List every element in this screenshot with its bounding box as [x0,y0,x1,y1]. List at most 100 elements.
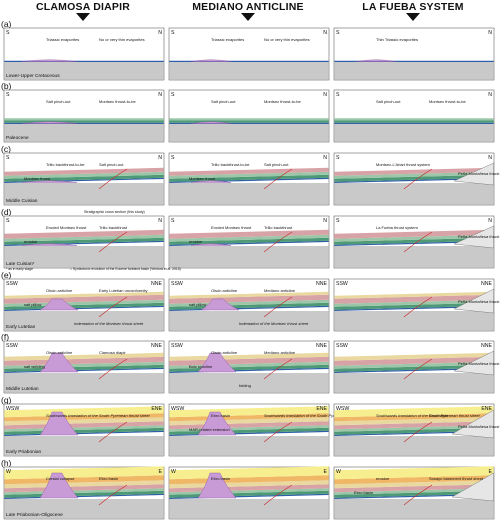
strata-layer [4,291,164,299]
direction-left: S [6,30,10,36]
direction-left: S [6,218,10,224]
direction-left: SSW [336,343,348,349]
stage-label: Middle Cuisian [6,198,38,204]
basement [4,62,164,80]
strata-layer [4,118,164,121]
annotation-label: Montsec thrust-to-be [429,99,466,104]
direction-right: N [158,155,162,161]
evaporite-lens [21,180,78,183]
direction-right: ENE [316,406,327,412]
thrust-line [98,168,128,190]
strata-layer [334,122,494,124]
strata-layer [169,171,329,179]
annotation-label: Montsec thrust-to-be [99,99,136,104]
annotation-label: Ebro basin [99,476,118,481]
thrust-line [403,421,433,443]
direction-right: N [323,30,327,36]
thrust-wedge [453,162,494,186]
strata-layer [334,299,494,307]
strata-layer [334,356,494,366]
section-panel: S N Lower-Upper Cretaceous Triassic evapori… [3,27,165,81]
strata-layer [334,229,494,239]
strata-layer [334,364,494,372]
strata-layer [334,177,494,183]
stage-label: Early Lutetian [6,324,36,330]
annotation-label: folding [239,383,251,388]
basement [334,499,494,519]
section-panel: SSW NNE Peña Montañesa thrust system [333,340,500,394]
down-arrow-icon [76,13,90,21]
annotation-label: Mediano anticline [264,350,296,355]
direction-right: N [323,155,327,161]
direction-right: N [488,30,492,36]
annotation-label: erosion [376,476,389,481]
thrust-line [98,358,128,380]
strata-layer [334,234,494,242]
salt-structure [39,352,79,373]
annotation-label: Ebro basin [211,476,230,481]
direction-left: S [336,218,340,224]
strata-layer [334,171,494,179]
direction-left: W [6,469,11,475]
annotation-label: Crestal collapse [46,476,75,481]
basement [169,373,329,393]
strata-layer [334,484,494,493]
salt-structure [39,298,79,311]
annotation-label: Salt pinch-out [46,99,71,104]
section-panel: S N Eroded Montsec thrust Trillo backthrust… [168,215,330,269]
section-panel: SSW NNE Peña Montañesa thrust system [333,278,500,332]
annotation-label: Trillo backthrust [264,225,293,230]
annotation-label: Olsón anticline [211,288,238,293]
thrust-line [263,168,293,190]
direction-right: NNE [316,343,327,349]
row-letter: (b) [1,81,12,91]
section-panel: S N La Fueba thrust system Peña Montañesa t… [333,215,500,269]
annotation-label: Eroded Montsec thrust [211,225,252,230]
annotation-label: Southwards translation of the South Pyre… [46,413,151,418]
annotation-label: Boix syncline [189,364,213,369]
strata-layer [169,291,329,299]
strata-layer [169,167,329,176]
stage-label: Paleocene [6,135,29,141]
basement [4,373,164,393]
direction-right: NNE [481,281,492,287]
row-letter: (d) [1,207,12,217]
annotation-label: Ebro basin [354,490,373,495]
section-panel: SSW NNE Middle Lutetian Olsón anticline Clam… [3,340,165,394]
evaporite-lens [190,243,232,246]
basement [334,436,494,456]
strata-layer [4,120,164,123]
strata-layer [334,406,494,418]
strata-layer [4,234,164,242]
annotation-label: Montsec thrust [189,176,216,181]
direction-right: NNE [316,281,327,287]
direction-right: N [488,218,492,224]
basement [4,183,164,205]
strata-layer [169,120,329,123]
section-panel: S N Trillo backthrust-to-be Salt pinch-out M… [168,152,330,206]
basement [4,246,164,268]
basement [169,246,329,268]
annotation-label: Salt pinch-out [376,99,401,104]
annotation-label: Montsec thrust-to-be [264,99,301,104]
strata-layer [4,352,164,361]
annotation-label: erosion [189,239,202,244]
strata-layer [334,305,494,311]
thrust-wedge [451,409,494,439]
annotation-label: Sosayo basement thrust sheet [429,476,484,481]
direction-right: N [488,92,492,98]
strata-layer [169,229,329,239]
annotation-label: Triassic evaporites [211,37,244,42]
direction-left: SSW [171,281,183,287]
direction-right: N [323,92,327,98]
stage-label: Middle Lutetian [6,386,39,392]
direction-right: N [158,92,162,98]
annotation-label: Clamosa diapir [99,350,126,355]
strata-layer [169,294,329,304]
strata-layer [334,490,494,498]
strata-layer [4,480,164,489]
strata-layer [4,174,164,182]
direction-left: S [6,155,10,161]
annotation-label: Peña Montañesa thrust system [458,299,500,304]
